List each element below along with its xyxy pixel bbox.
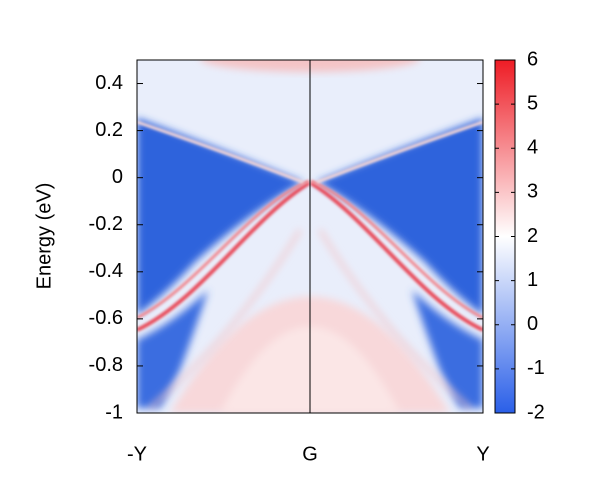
y-tick-label: -0.8: [89, 354, 123, 376]
y-tick-label: 0.4: [95, 72, 123, 94]
colorbar-tick-label: 1: [527, 269, 538, 291]
y-tick-label: -1: [105, 401, 123, 423]
colorbar-tick-label: 5: [527, 92, 538, 114]
y-tick-label: -0.4: [89, 260, 123, 282]
colorbar-tick-label: -1: [527, 357, 545, 379]
x-tick-label: G: [302, 443, 318, 465]
colorbar-tick-label: 2: [527, 225, 538, 247]
colorbar-tick-label: 4: [527, 137, 538, 159]
y-tick-label: 0: [112, 166, 123, 188]
y-tick-label: -0.6: [89, 307, 123, 329]
colorbar-tick-label: 0: [527, 313, 538, 335]
x-tick-label: -Y: [127, 443, 147, 465]
x-tick-label: Y: [476, 443, 489, 465]
y-tick-label: 0.2: [95, 119, 123, 141]
colorbar-tick-label: 6: [527, 48, 538, 70]
colorbar-tick-label: -2: [527, 401, 545, 423]
y-tick-label: -0.2: [89, 213, 123, 235]
colorbar-tick-label: 3: [527, 181, 538, 203]
y-axis-label: Energy (eV): [33, 183, 55, 290]
